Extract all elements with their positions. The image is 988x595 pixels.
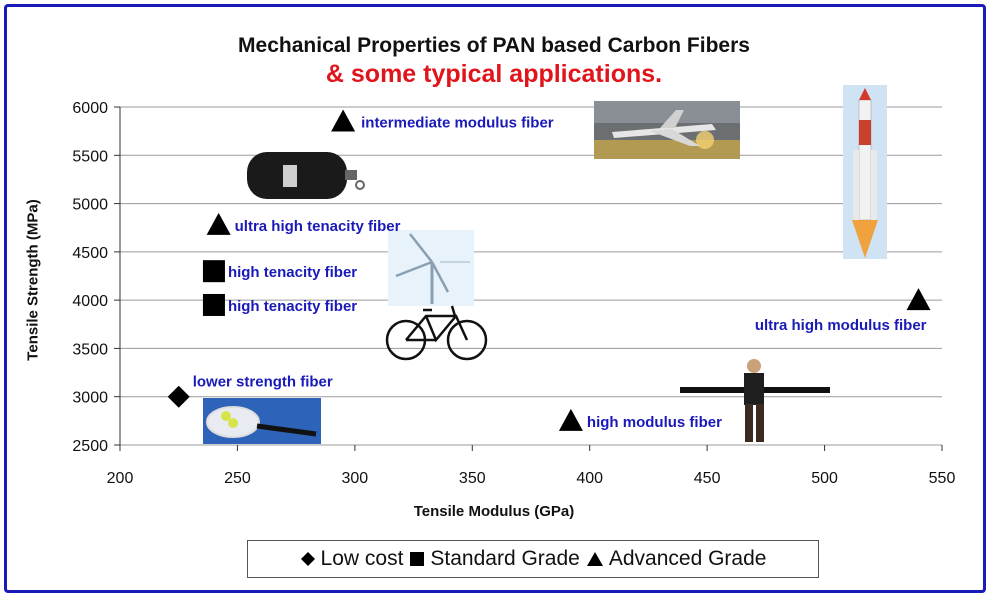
x-tick-label: 550: [929, 470, 956, 487]
square-icon: [410, 552, 425, 566]
y-tick-label: 4000: [72, 293, 108, 310]
legend-label-low-cost: Low cost: [320, 547, 404, 570]
x-axis-title: Tensile Modulus (GPa): [413, 503, 575, 520]
tick-labels: 2500 3000 3500 4000 4500 5000 5500 6000 200 250 30…: [72, 100, 955, 487]
y-tick-label: 5500: [72, 148, 108, 165]
legend-item-low-cost: Low cost: [300, 547, 404, 571]
airplane-icon: [594, 101, 740, 159]
marker-triangle: [906, 288, 931, 311]
point-label: ultra high modulus fiber: [755, 317, 927, 334]
point-label: high modulus fiber: [587, 414, 722, 431]
x-tick-label: 300: [342, 470, 369, 487]
wind-turbine-icon: [388, 230, 474, 306]
y-tick-label: 3000: [72, 390, 108, 407]
point-label: high tenacity fiber: [228, 298, 357, 315]
marker-triangle: [558, 408, 583, 431]
x-tick-label: 450: [694, 470, 721, 487]
tennis-racket-icon: [203, 398, 321, 444]
marker-diamond: [167, 385, 190, 408]
marker-square: [202, 260, 225, 283]
marker-square: [202, 293, 225, 316]
legend-label-advanced-grade: Advanced Grade: [608, 547, 767, 570]
bicycle-icon: [385, 305, 488, 361]
y-tick-label: 5000: [72, 197, 108, 214]
legend-label-standard-grade: Standard Grade: [430, 547, 580, 570]
chart-title: Mechanical Properties of PAN based Carbo…: [238, 34, 750, 57]
rocket-icon: [843, 85, 887, 259]
point-label: ultra high tenacity fiber: [235, 218, 401, 235]
x-tick-label: 500: [811, 470, 838, 487]
point-label: lower strength fiber: [193, 374, 333, 391]
legend-item-advanced-grade: Advanced Grade: [586, 547, 767, 571]
y-tick-label: 6000: [72, 100, 108, 117]
x-tick-label: 200: [107, 470, 134, 487]
marker-triangle: [331, 109, 356, 132]
x-tick-label: 400: [576, 470, 603, 487]
diamond-icon: [300, 552, 315, 566]
x-tick-label: 350: [459, 470, 486, 487]
point-label: intermediate modulus fiber: [361, 114, 554, 131]
y-tick-label: 3500: [72, 341, 108, 358]
y-tick-label: 2500: [72, 438, 108, 455]
legend-item-standard-grade: Standard Grade: [409, 547, 580, 571]
chart-frame: [4, 4, 986, 593]
point-label: high tenacity fiber: [228, 264, 357, 281]
chart-subtitle: & some typical applications.: [325, 60, 663, 88]
gas-cylinder-icon: [247, 152, 365, 199]
data-marks: lower strength fiber high tenacity fiber h…: [167, 109, 931, 431]
triangle-icon: [586, 552, 603, 566]
chart-legend: Low cost Standard Grade Advanced Grade: [247, 540, 819, 578]
y-tick-label: 4500: [72, 245, 108, 262]
person-with-beam-icon: [680, 359, 830, 442]
x-tick-label: 250: [224, 470, 251, 487]
marker-triangle: [206, 212, 231, 235]
